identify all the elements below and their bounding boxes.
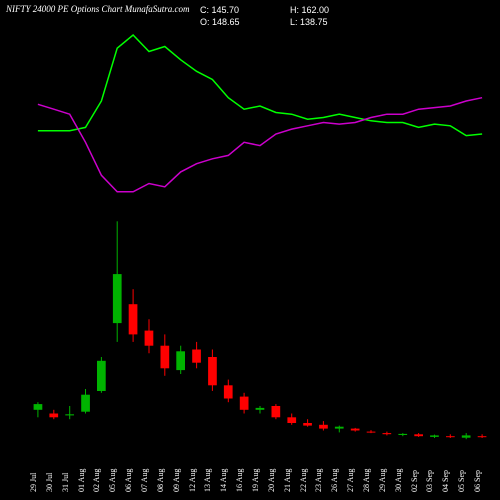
- candle-body: [383, 433, 392, 434]
- candle-body: [430, 435, 439, 437]
- x-axis-label: 23 Aug: [314, 469, 323, 492]
- candle-body: [81, 395, 90, 412]
- x-axis-label: 21 Aug: [283, 469, 292, 492]
- x-axis-label: 28 Aug: [362, 469, 371, 492]
- x-axis-label: 12 Aug: [188, 469, 197, 492]
- x-axis-label: 06 Aug: [124, 469, 133, 492]
- indicator-line-green: [38, 35, 482, 136]
- candle-body: [49, 414, 58, 418]
- candle-body: [256, 408, 265, 410]
- chart-svg: [0, 0, 500, 500]
- x-axis-label: 14 Aug: [219, 469, 228, 492]
- candle-body: [113, 274, 122, 323]
- candle-body: [398, 434, 407, 435]
- x-axis-label: 02 Sep: [410, 470, 419, 492]
- candle-body: [287, 417, 296, 423]
- x-axis-label: 06 Sep: [473, 470, 482, 492]
- x-axis-label: 29 Aug: [378, 469, 387, 492]
- candle-body: [319, 425, 328, 429]
- x-axis-label: 20 Aug: [267, 469, 276, 492]
- candle-body: [351, 429, 360, 431]
- x-axis-labels: 29 Jul 30 Jul 31 Jul 01 Aug 02 Aug 05 Aug 06 A…: [30, 460, 490, 500]
- x-axis-label: 30 Jul: [45, 473, 54, 492]
- x-axis-label: 05 Sep: [457, 470, 466, 492]
- indicator-line-magenta: [38, 98, 482, 192]
- x-axis-label: 03 Sep: [425, 470, 434, 492]
- candle-body: [34, 404, 43, 410]
- candle-body: [446, 436, 455, 437]
- x-axis-label: 07 Aug: [140, 469, 149, 492]
- candle-body: [176, 351, 185, 370]
- candle-body: [192, 350, 201, 363]
- candle-body: [65, 414, 74, 415]
- x-axis-label: 13 Aug: [203, 469, 212, 492]
- candle-body: [224, 385, 233, 398]
- candle-body: [145, 331, 154, 346]
- x-axis-label: 31 Jul: [61, 473, 70, 492]
- candle-body: [478, 436, 487, 437]
- x-axis-label: 08 Aug: [156, 469, 165, 492]
- candle-body: [462, 435, 471, 437]
- x-axis-label: 30 Aug: [394, 469, 403, 492]
- candle-body: [240, 397, 249, 410]
- x-axis-label: 29 Jul: [29, 473, 38, 492]
- x-axis-label: 02 Aug: [92, 469, 101, 492]
- candle-body: [272, 406, 281, 417]
- x-axis-label: 22 Aug: [299, 469, 308, 492]
- candle-body: [208, 357, 217, 385]
- candle-body: [303, 423, 312, 426]
- x-axis-label: 16 Aug: [235, 469, 244, 492]
- x-axis-label: 01 Aug: [77, 469, 86, 492]
- x-axis-label: 09 Aug: [172, 469, 181, 492]
- candle-body: [335, 427, 344, 429]
- x-axis-label: 27 Aug: [346, 469, 355, 492]
- x-axis-label: 05 Aug: [108, 469, 117, 492]
- candle-body: [161, 346, 170, 369]
- candle-body: [367, 432, 376, 433]
- candle-body: [97, 361, 106, 391]
- chart-container: NIFTY 24000 PE Options Chart MunafaSutra…: [0, 0, 500, 500]
- candle-body: [414, 434, 423, 436]
- x-axis-label: 26 Aug: [330, 469, 339, 492]
- candle-body: [129, 304, 138, 334]
- x-axis-label: 04 Sep: [441, 470, 450, 492]
- x-axis-label: 19 Aug: [251, 469, 260, 492]
